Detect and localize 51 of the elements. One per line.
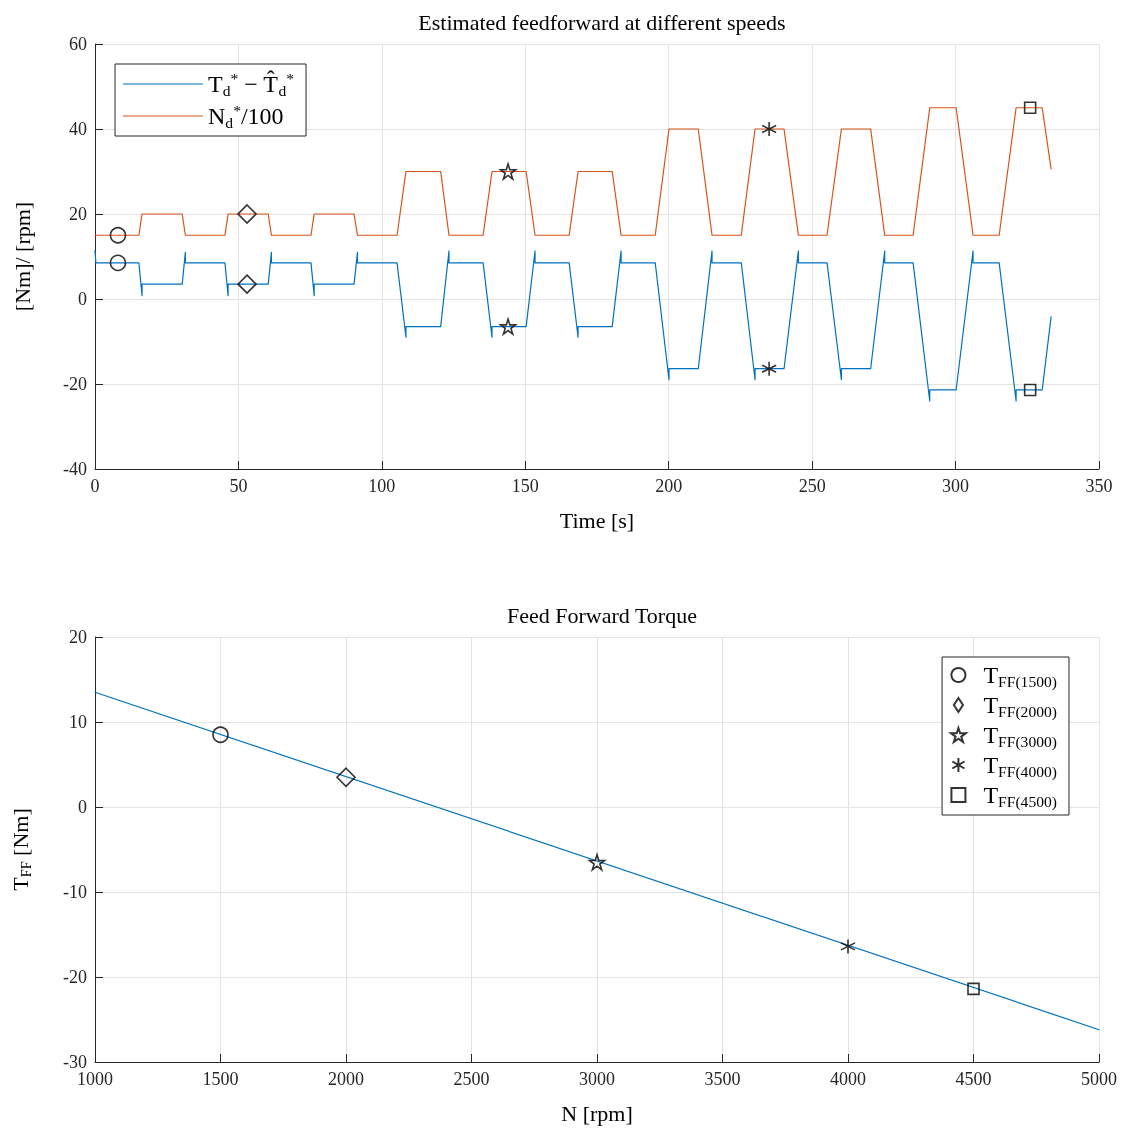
x-tick-label: 4500: [955, 1069, 992, 1089]
line-series: [94, 107, 1052, 236]
x-tick-label: 200: [655, 476, 683, 496]
y-axis-title: TFF [Nm]: [8, 808, 34, 891]
point: [761, 360, 777, 377]
x-tick-label: 150: [511, 476, 539, 496]
x-tick-label: 1000: [77, 1069, 113, 1089]
point: [237, 204, 257, 224]
x-tick-label: 50: [229, 476, 248, 496]
x-tick-label: 2500: [453, 1069, 490, 1089]
point: [588, 853, 606, 871]
y-tick-label: 40: [69, 119, 87, 139]
x-tick-label: 4000: [830, 1069, 866, 1089]
point: [109, 254, 127, 272]
x-tick-label: 3000: [579, 1069, 615, 1089]
y-axis-title: [Nm]/ [rpm]: [9, 201, 35, 312]
point: [109, 226, 127, 244]
x-tick-label: 3500: [704, 1069, 741, 1089]
x-tick-label: 1500: [202, 1069, 239, 1089]
y-tick-label: 10: [69, 712, 87, 732]
x-tick-label: 350: [1085, 476, 1113, 496]
line-series: [94, 249, 1052, 402]
y-tick-label: 0: [78, 289, 87, 309]
y-tick-label: 20: [69, 204, 87, 224]
point: [237, 274, 257, 294]
y-tick-label: 0: [78, 797, 87, 817]
point: [499, 318, 517, 335]
point: [761, 121, 777, 137]
point: [1023, 383, 1037, 397]
point: [840, 938, 856, 955]
x-tick-label: 100: [368, 476, 396, 496]
y-tick-label: -20: [63, 374, 87, 394]
point: [336, 767, 356, 788]
y-tick-label: -10: [63, 882, 87, 902]
x-tick-label: 5000: [1081, 1069, 1117, 1089]
chart-title: Feed Forward Torque: [507, 602, 697, 628]
y-tick-label: -30: [63, 1052, 87, 1072]
y-tick-label: -40: [63, 459, 87, 479]
x-axis-title: Time [s]: [559, 507, 635, 533]
point: [1023, 101, 1037, 115]
point: [967, 982, 980, 996]
x-tick-label: 300: [942, 476, 970, 496]
y-tick-label: -20: [63, 967, 87, 987]
point: [212, 726, 229, 744]
y-tick-label: 20: [69, 627, 87, 647]
y-tick-label: 60: [69, 34, 87, 54]
x-axis-title: N [rpm]: [561, 1100, 633, 1126]
point: [499, 163, 517, 180]
x-tick-label: 2000: [328, 1069, 364, 1089]
chart-title: Estimated feedforward at different speeds: [418, 9, 786, 35]
x-tick-label: 250: [798, 476, 826, 496]
